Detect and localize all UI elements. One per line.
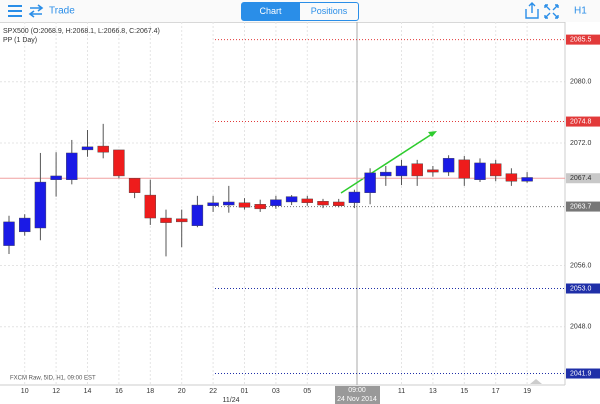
x-tick-label: 15 bbox=[460, 388, 468, 395]
candle-body bbox=[254, 204, 266, 210]
y-tick-label: 2080.0 bbox=[570, 79, 592, 86]
crosshair-label-bg bbox=[335, 386, 380, 404]
y-tick-label: 2048.0 bbox=[570, 324, 592, 331]
candle-body bbox=[191, 204, 204, 226]
y-tick-label: 2056.0 bbox=[570, 262, 592, 269]
candle-body bbox=[128, 178, 141, 193]
candle-body bbox=[442, 158, 455, 173]
candle-body bbox=[348, 191, 361, 203]
candle-body bbox=[474, 162, 486, 180]
candle-body bbox=[207, 202, 219, 206]
x-tick-label: 01 bbox=[241, 388, 249, 395]
trade-icon[interactable] bbox=[28, 4, 44, 18]
candle-body bbox=[113, 149, 125, 177]
trend-arrow bbox=[340, 131, 437, 194]
share-icon[interactable] bbox=[525, 2, 539, 19]
candle-body bbox=[317, 201, 329, 206]
candle-body bbox=[81, 146, 94, 151]
x-tick-label: 18 bbox=[146, 388, 154, 395]
candle-body bbox=[160, 217, 172, 223]
candle-body bbox=[458, 159, 470, 179]
level-label-bg bbox=[566, 34, 600, 45]
candle-body bbox=[411, 163, 423, 177]
toolbar-icons: Trade H1 bbox=[8, 2, 587, 19]
scroll-handle[interactable] bbox=[530, 379, 542, 384]
x-tick-label: 19 bbox=[523, 388, 531, 395]
fullscreen-icon[interactable] bbox=[544, 4, 559, 19]
x-tick-label: 10 bbox=[21, 388, 29, 395]
x-tick-label: 03 bbox=[272, 388, 280, 395]
footnote: FXCM Raw, 5ID, H1, 09:00 EST bbox=[10, 376, 96, 382]
x-tick-label: 22 bbox=[209, 388, 217, 395]
chart-tab[interactable]: Chart bbox=[241, 2, 300, 21]
toolbar: Trade H1 Chart Positions bbox=[0, 0, 600, 23]
level-label-bg bbox=[566, 368, 600, 379]
candle-body bbox=[333, 201, 345, 206]
level-label-bg bbox=[566, 116, 600, 127]
candle-body bbox=[270, 199, 282, 206]
x-tick-label: 16 bbox=[115, 388, 123, 395]
candle-body bbox=[238, 202, 251, 208]
timeframe[interactable]: H1 bbox=[574, 6, 587, 17]
candle-body bbox=[66, 152, 78, 180]
level-label: 2074.8 bbox=[570, 118, 592, 125]
level-label: 2041.9 bbox=[570, 370, 592, 377]
date-marker: 11/24 bbox=[223, 397, 240, 404]
level-label: 2067.4 bbox=[570, 175, 592, 182]
price-axis-bg bbox=[565, 22, 600, 404]
candle-body bbox=[144, 194, 157, 219]
level-label-bg bbox=[566, 283, 600, 294]
series-title: SPX500 (O:2068.9, H:2068.1, L:2066.8, C:… bbox=[3, 28, 160, 35]
level-label-bg bbox=[566, 201, 600, 212]
positions-tab[interactable]: Positions bbox=[299, 2, 359, 21]
candle-body bbox=[301, 198, 313, 203]
crosshair-time: 09:00 bbox=[348, 387, 366, 394]
candle-body bbox=[97, 145, 109, 153]
candle-body bbox=[34, 181, 47, 229]
x-tick-label: 12 bbox=[52, 388, 60, 395]
chart: SPX500 (O:2068.9, H:2068.1, L:2066.8, C:… bbox=[0, 22, 600, 404]
candle-body bbox=[3, 221, 15, 246]
x-tick-label: 13 bbox=[429, 388, 437, 395]
level-label: 2053.0 bbox=[570, 285, 592, 292]
candle-body bbox=[50, 175, 62, 180]
candle-body bbox=[223, 201, 235, 206]
level-label: 2063.7 bbox=[570, 203, 592, 210]
indicator-title: PP (1 Day) bbox=[3, 37, 37, 44]
candle-body bbox=[521, 177, 533, 182]
level-label: 2085.5 bbox=[570, 36, 592, 43]
candle-body bbox=[427, 169, 439, 173]
trade-label[interactable]: Trade bbox=[49, 6, 75, 17]
crosshair-date: 24 Nov 2014 bbox=[337, 396, 377, 403]
candle-body bbox=[175, 218, 188, 223]
menu-icon[interactable] bbox=[8, 5, 22, 17]
candle-body bbox=[505, 173, 518, 182]
candle-body bbox=[19, 217, 31, 233]
x-tick-label: 17 bbox=[492, 388, 500, 395]
candle-body bbox=[364, 172, 376, 193]
x-tick-label: 14 bbox=[84, 388, 92, 395]
x-tick-label: 11 bbox=[398, 388, 405, 395]
candle-body bbox=[285, 196, 298, 203]
x-tick-label: 05 bbox=[303, 388, 311, 395]
x-tick-label: 20 bbox=[178, 388, 186, 395]
candle-body bbox=[380, 171, 392, 177]
y-tick-label: 2072.0 bbox=[570, 140, 592, 147]
level-label-bg bbox=[566, 173, 600, 184]
candle-body bbox=[395, 165, 408, 177]
candle-body bbox=[490, 163, 502, 177]
